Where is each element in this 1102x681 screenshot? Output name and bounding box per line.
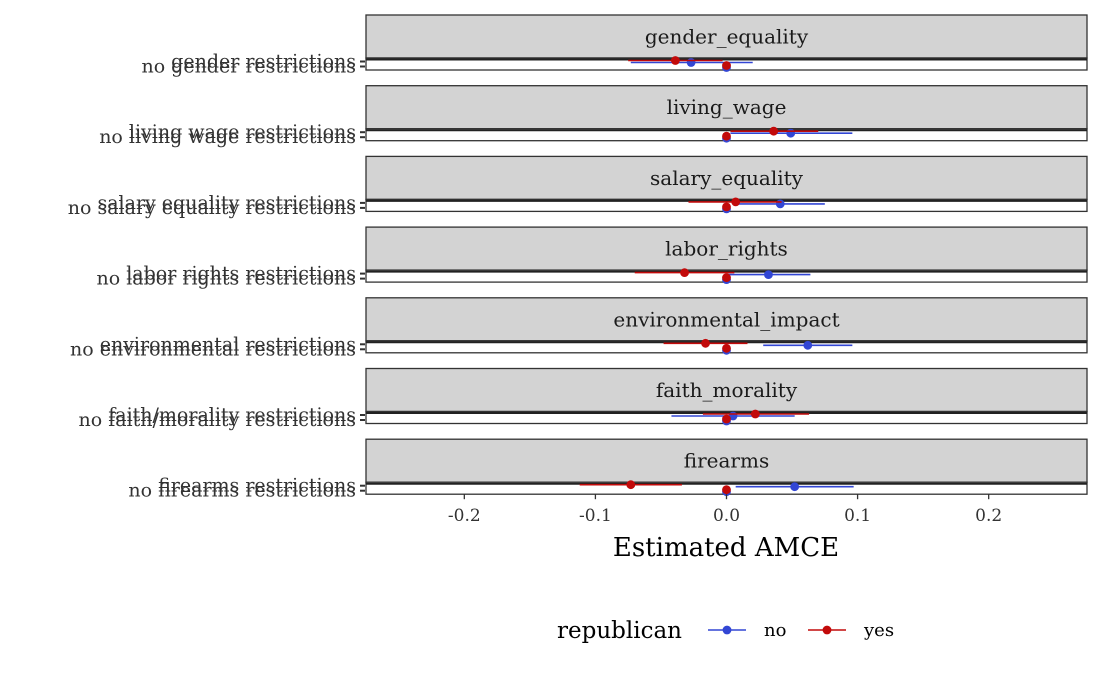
facet-strip <box>365 226 1088 271</box>
facet-strip-label: living_wage <box>667 95 787 119</box>
x-tick-label: 0.0 <box>713 506 740 526</box>
legend-label-no: no <box>764 620 786 641</box>
facet-strip-label: environmental_impact <box>613 307 839 331</box>
facet-strip <box>365 438 1088 483</box>
facet-strip-label: gender_equality <box>645 25 809 49</box>
point-yes <box>722 273 731 282</box>
y-tick-label: gender restrictions <box>171 51 356 73</box>
point-yes <box>701 338 710 348</box>
y-tick-label: environmental restrictions <box>100 333 356 355</box>
point-yes <box>722 343 731 353</box>
y-tick-label: no firearms restrictions <box>128 480 356 502</box>
facet-strip-label: labor_rights <box>665 237 788 261</box>
x-axis-title: Estimated AMCE <box>613 533 839 563</box>
x-tick-label: 0.1 <box>844 506 871 526</box>
point-no <box>803 340 813 350</box>
point-no <box>786 128 796 138</box>
facet-strip <box>365 367 1088 413</box>
point-no <box>790 482 800 492</box>
point-yes <box>769 126 779 136</box>
legend: republican no yes <box>557 618 894 644</box>
x-tick-label: -0.1 <box>579 506 612 526</box>
y-tick-label: no faith/morality restrictions <box>78 409 356 431</box>
point-yes <box>722 202 731 212</box>
facet-strip-label: firearms <box>684 449 769 473</box>
x-tick-label: -0.2 <box>448 506 481 526</box>
y-tick-label: no salary equality restrictions <box>68 197 356 219</box>
point-yes <box>722 485 731 495</box>
point-no <box>775 199 785 209</box>
point-yes <box>722 131 731 141</box>
y-tick-label: living wage restrictions <box>129 121 356 143</box>
facet-environmental_impact: environmental_impact environmental restri… <box>70 297 1088 360</box>
facet-strip <box>365 14 1088 59</box>
point-yes <box>680 268 689 277</box>
facet-strip <box>365 85 1088 130</box>
y-tick-label: no environmental restrictions <box>70 338 356 360</box>
point-no <box>686 58 696 67</box>
point-no <box>764 270 773 279</box>
x-axis: -0.2 -0.1 0.0 0.1 0.2 <box>448 494 1002 526</box>
y-tick-label: firearms restrictions <box>158 475 356 497</box>
legend-key-point-yes <box>822 625 832 635</box>
y-tick-label: no labor rights restrictions <box>97 268 356 290</box>
legend-key-point-no <box>722 625 732 635</box>
point-yes <box>626 480 636 490</box>
legend-title: republican <box>557 618 682 644</box>
y-tick-label: no gender restrictions <box>141 56 356 78</box>
y-tick-label: no living wage restrictions <box>99 126 356 148</box>
facet-strip-label: faith_morality <box>656 378 798 402</box>
facet-strip <box>365 297 1088 342</box>
point-yes <box>731 197 741 207</box>
legend-label-yes: yes <box>863 620 894 641</box>
point-yes <box>750 409 760 419</box>
facet-faith_morality: faith_morality faith/morality restriction… <box>78 367 1088 431</box>
legend-keys: no yes <box>708 620 894 641</box>
y-tick-label: labor rights restrictions <box>126 263 356 285</box>
point-yes <box>722 414 731 424</box>
point-yes <box>670 56 680 65</box>
facet-strip-label: salary_equality <box>650 166 804 190</box>
facet-strip <box>365 155 1088 201</box>
x-tick-label: 0.2 <box>975 506 1002 526</box>
point-yes <box>722 61 731 70</box>
y-tick-label: faith/morality restrictions <box>108 404 356 426</box>
y-tick-label: salary equality restrictions <box>97 192 356 214</box>
